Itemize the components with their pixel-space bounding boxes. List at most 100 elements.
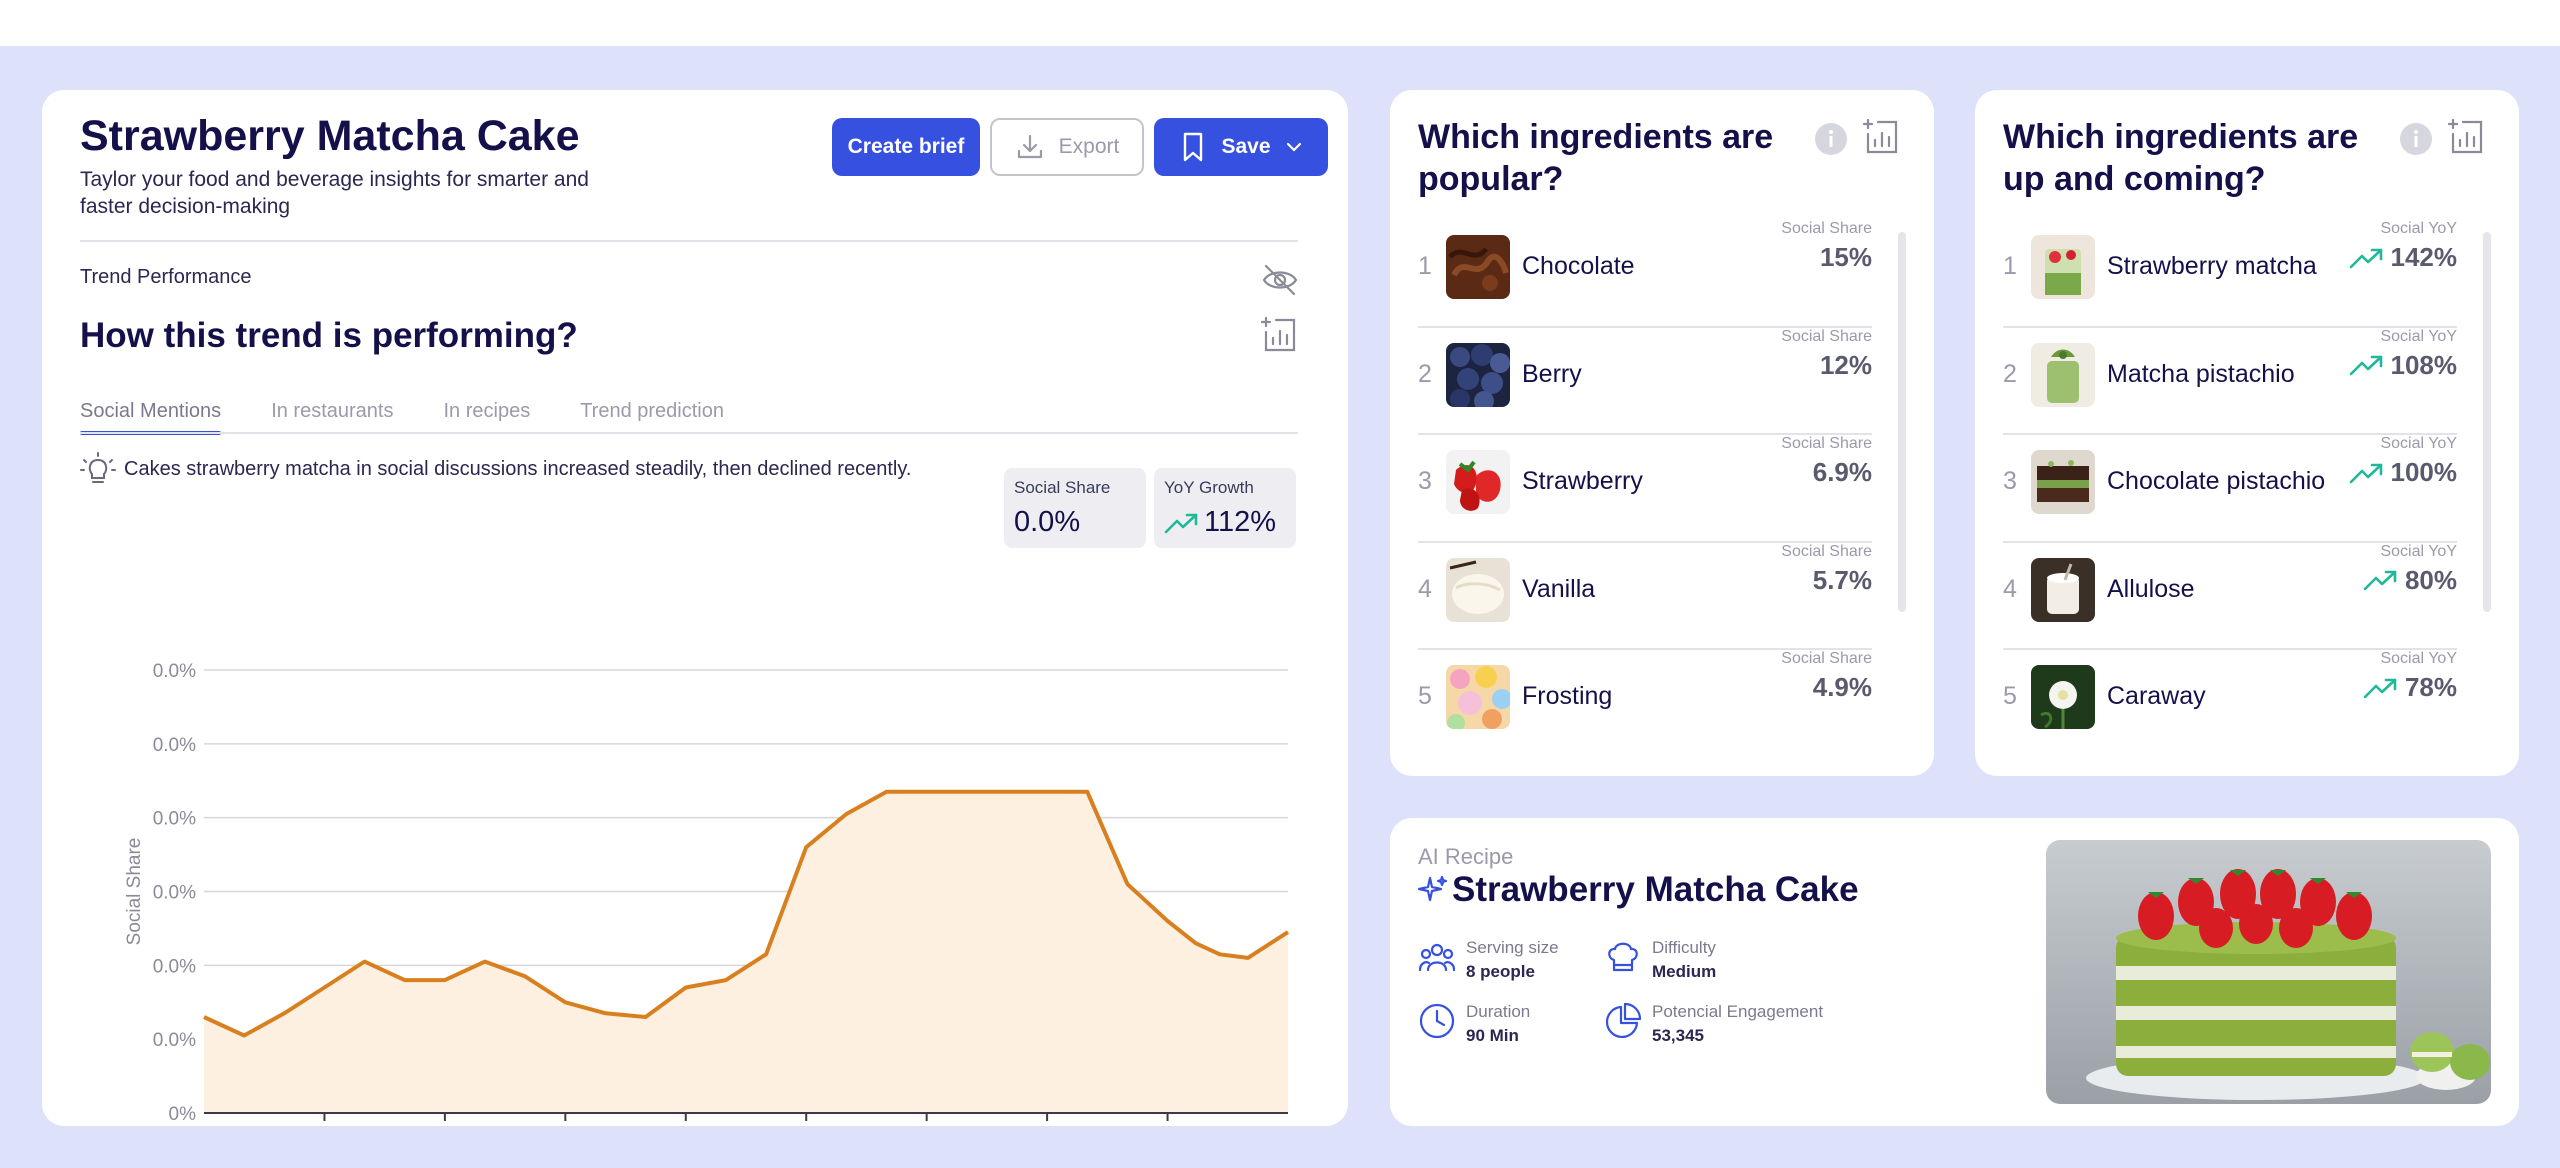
ai-recipe-card[interactable]: AI Recipe Strawberry Matcha Cake Serving… [1390,818,2519,1126]
duration-value: 90 Min [1466,1026,1519,1045]
metric-value-text: 108% [2390,349,2458,380]
upcoming-list: 1 Strawberry matcha Social YoY 142% 2 Ma… [2003,220,2457,758]
metric-label: Social Share [1781,650,1872,667]
ingredient-name: Matcha pistachio [2107,359,2295,388]
tab-in-recipes[interactable]: In recipes [443,400,531,422]
metric-value-text: 80% [2404,564,2457,595]
y-tick-label: 0.0% [153,1030,196,1051]
rank: 4 [1418,574,1432,603]
scrollbar[interactable] [1898,232,1906,612]
create-brief-button[interactable]: Create brief [832,118,980,176]
list-item[interactable]: 2 Matcha pistachio Social YoY 108% [2003,327,2458,435]
list-item[interactable]: 2 Berry Social Share 12% [1418,328,1872,435]
ingredient-name: Frosting [1522,682,1613,710]
ingredient-name: Strawberry [1522,467,1643,495]
bookmark-icon [1184,132,1203,162]
yoy-growth-label: YoY Growth [1164,478,1254,497]
trend-tabs: Social Mentions In restaurants In recipe… [80,400,724,435]
caraway-thumbnail [2031,665,2095,729]
list-item[interactable]: 1 Strawberry matcha Social YoY 142% [2003,220,2457,328]
add-chart-icon[interactable] [1862,116,1902,156]
social-share-value: 0.0% [1014,506,1081,538]
y-axis-label: Social Share [124,838,145,946]
metric-label: Social Share [1781,435,1872,452]
rank: 1 [2003,252,2017,280]
ingredient-name: Allulose [2107,574,2195,603]
clock-icon [1419,1003,1455,1039]
chocolate-thumbnail [1446,235,1510,299]
engagement: Potencial Engagement 53,345 [1604,1002,1823,1046]
section-label: Trend Performance [80,266,252,288]
export-label: Export [1058,135,1120,158]
metric-value: 80% [2363,565,2457,596]
y-tick-label: 0.0% [153,809,196,830]
save-button[interactable]: Save [1154,118,1328,176]
series-line [203,789,1290,1038]
yoy-growth-value: 112% [1204,506,1277,538]
serving-label: Serving size [1466,938,1559,957]
vanilla-thumbnail [1446,557,1510,622]
engagement-value: 53,345 [1652,1026,1704,1045]
upcoming-title: Which ingredients are up and coming? [2003,118,2359,198]
tabs-underline [80,432,1298,434]
top-bar [0,0,2560,46]
y-tick-label: 0% [169,1104,197,1125]
metric-value: 15% [1819,242,1872,272]
y-tick-label: 0.0% [153,956,196,977]
list-item[interactable]: 3 Strawberry Social Share 6.9% [1418,435,1872,543]
ai-recipe-label: AI Recipe [1418,844,1514,869]
ingredient-name: Caraway [2107,682,2206,710]
metric-label: Social Share [1781,542,1872,560]
popular-ingredients-card: Which ingredients are popular? 1 Chocola… [1390,90,1934,776]
list-item[interactable]: 3 Chocolate pistachio Social YoY 100% [2003,435,2457,543]
metric-label: Social YoY [2380,435,2457,452]
add-chart-icon[interactable] [1260,314,1300,354]
trend-title: Strawberry Matcha Cake [80,112,580,160]
scrollbar[interactable] [2483,232,2491,612]
metric-value-text: 100% [2390,457,2458,487]
yoy-growth-stat: YoY Growth 112% [1154,468,1296,548]
social-share-stat: Social Share 0.0% [1004,468,1146,548]
metric-label: Social YoY [2380,327,2457,345]
metric-value: 142% [2349,242,2457,273]
metric-value: 4.9% [1812,672,1872,702]
trend-card: Strawberry Matcha Cake Taylor your food … [42,90,1348,1126]
people-icon [1418,943,1456,972]
tab-social-mentions[interactable]: Social Mentions [80,400,222,435]
berry-thumbnail [1446,342,1510,407]
chevron-down-icon[interactable] [1285,141,1303,153]
rank: 2 [2003,359,2017,388]
y-tick-label: 0.0% [153,661,196,682]
trend-up-icon [2349,355,2382,376]
download-icon [1017,134,1042,159]
ingredient-name: Vanilla [1522,574,1596,603]
list-item[interactable]: 1 Chocolate Social Share 15% [1418,220,1872,328]
export-button[interactable]: Export [990,118,1144,176]
difficulty-label: Difficulty [1652,938,1716,957]
rank: 2 [1418,359,1432,388]
metric-label: Social YoY [2380,542,2457,560]
list-item[interactable]: 4 Allulose Social YoY 80% [2003,542,2457,650]
upcoming-ingredients-card: Which ingredients are up and coming? 1 S… [1975,90,2519,776]
info-icon[interactable] [1814,122,1848,156]
metric-value: 108% [2349,349,2458,381]
metric-value: 12% [1819,349,1872,380]
pie-chart-icon [1605,1002,1642,1039]
list-item[interactable]: 4 Vanilla Social Share 5.7% [1418,542,1872,650]
section-question: How this trend is performing? [80,316,578,355]
ingredient-name: Strawberry matcha [2107,252,2317,280]
rank: 3 [1418,467,1432,495]
ingredient-name: Chocolate [1522,252,1635,280]
add-chart-icon[interactable] [2447,116,2487,156]
info-icon[interactable] [2399,122,2433,156]
trend-up-icon [2363,678,2397,698]
tab-trend-prediction[interactable]: Trend prediction [580,400,724,422]
hide-eye-icon[interactable] [1260,260,1300,300]
trend-subtitle: Taylor your food and beverage insights f… [80,168,589,218]
serving-size: Serving size 8 people [1418,938,1559,982]
list-item[interactable]: 5 Frosting Social Share 4.9% [1418,650,1872,758]
tab-in-restaurants[interactable]: In restaurants [271,400,394,422]
strawberry-matcha-thumbnail [2031,235,2095,299]
list-item[interactable]: 5 Caraway Social YoY 78% [2003,650,2457,758]
y-tick-label: 0.0% [153,735,196,756]
